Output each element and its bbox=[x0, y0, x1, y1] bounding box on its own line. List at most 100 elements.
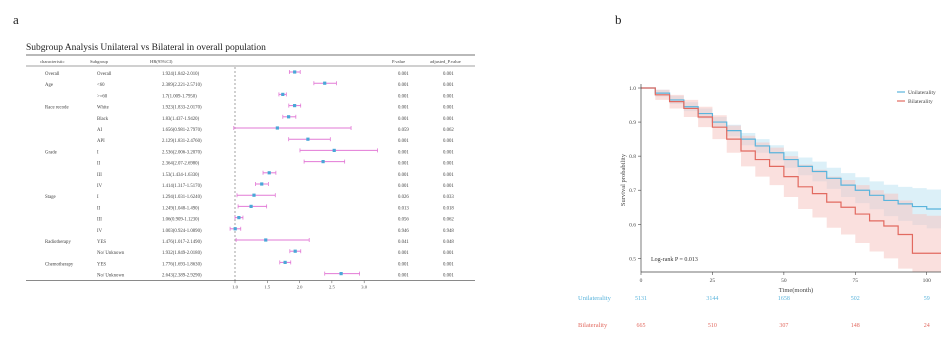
row-adj-pvalue: 0.018 bbox=[443, 206, 454, 211]
row-pvalue: 0.001 bbox=[398, 139, 409, 144]
row-subgroup: I bbox=[97, 150, 99, 155]
header-hr: HR(95%CI) bbox=[150, 59, 173, 64]
row-hr-text: 1.924(1.842-2.010) bbox=[162, 72, 200, 77]
panel-label-a: a bbox=[13, 12, 19, 27]
risk-count: 307 bbox=[779, 323, 788, 329]
hr-point bbox=[252, 193, 256, 197]
row-hr-text: 1.656(0.981-2.7970) bbox=[162, 128, 202, 133]
y-tick-label: 0.5 bbox=[629, 256, 636, 262]
row-hr-text: 1.414(1.317-1.5170) bbox=[162, 184, 202, 189]
risk-count: 1658 bbox=[778, 296, 790, 302]
forest-tick-label: 3.0 bbox=[361, 285, 367, 290]
x-axis-label: Time(month) bbox=[779, 287, 813, 294]
row-subgroup: No/ Unknown bbox=[97, 274, 125, 279]
row-adj-pvalue: 0.948 bbox=[443, 229, 454, 234]
row-pvalue: 0.026 bbox=[398, 195, 409, 200]
row-hr-text: 1.476(1.017-2.1490) bbox=[162, 240, 202, 245]
hr-point bbox=[293, 104, 297, 108]
ci-band-bilaterality bbox=[641, 88, 941, 272]
row-hr-text: 1.06(0.909-1.1230) bbox=[162, 218, 200, 223]
x-tick-label: 50 bbox=[781, 278, 787, 284]
row-pvalue: 0.001 bbox=[398, 94, 409, 99]
row-hr-text: 1.923(1.833-2.0170) bbox=[162, 106, 202, 111]
x-tick-label: 75 bbox=[853, 278, 859, 284]
row-subgroup: III bbox=[97, 218, 102, 223]
hr-point bbox=[287, 115, 291, 119]
row-subgroup: White bbox=[97, 106, 109, 111]
legend-label-bilaterality: Bilaterality bbox=[908, 99, 933, 105]
forest-tick-label: 2.0 bbox=[297, 285, 303, 290]
hr-point bbox=[293, 70, 297, 74]
row-adj-pvalue: 0.062 bbox=[443, 218, 454, 223]
y-tick-label: 0.8 bbox=[629, 154, 636, 160]
hr-point bbox=[339, 272, 343, 276]
row-characteristic: Chemotherapy bbox=[45, 262, 74, 267]
risk-count: 148 bbox=[851, 323, 860, 329]
panel-label-b: b bbox=[615, 12, 622, 27]
row-adj-pvalue: 0.001 bbox=[443, 106, 454, 111]
risk-count: 59 bbox=[924, 296, 930, 302]
row-subgroup: >=60 bbox=[97, 94, 108, 99]
row-subgroup: <60 bbox=[97, 83, 105, 88]
row-subgroup: Overall bbox=[97, 72, 112, 77]
row-adj-pvalue: 0.001 bbox=[443, 162, 454, 167]
hr-point bbox=[293, 249, 297, 253]
risk-count: 502 bbox=[851, 296, 860, 302]
row-adj-pvalue: 0.001 bbox=[443, 117, 454, 122]
forest-plot: Subgroup Analysis Unilateral vs Bilatera… bbox=[26, 43, 475, 290]
hr-point bbox=[267, 171, 271, 175]
row-pvalue: 0.001 bbox=[398, 150, 409, 155]
row-hr-text: 1.83(1.437-1.9420) bbox=[162, 117, 200, 122]
x-tick-label: 25 bbox=[710, 278, 716, 284]
row-hr-text: 2.129(1.831-2.4760) bbox=[162, 139, 202, 144]
y-tick-label: 0.7 bbox=[629, 188, 636, 194]
row-hr-text: 1.932(1.849-2.0180) bbox=[162, 251, 202, 256]
hr-point bbox=[332, 148, 336, 152]
row-subgroup: IV bbox=[97, 229, 103, 234]
hr-point bbox=[321, 160, 325, 164]
header-pvalue: P.value bbox=[392, 59, 405, 64]
row-adj-pvalue: 0.033 bbox=[443, 195, 454, 200]
row-adj-pvalue: 0.001 bbox=[443, 94, 454, 99]
row-adj-pvalue: 0.062 bbox=[443, 128, 454, 133]
row-adj-pvalue: 0.001 bbox=[443, 173, 454, 178]
row-subgroup: Black bbox=[97, 117, 109, 122]
hr-point bbox=[264, 238, 268, 242]
logrank-annotation: Log-rank P = 0.013 bbox=[651, 257, 698, 263]
hr-point bbox=[233, 227, 237, 231]
risk-count: 5131 bbox=[635, 296, 647, 302]
row-characteristic: Stage bbox=[45, 195, 56, 200]
risk-count: 665 bbox=[637, 323, 646, 329]
hr-point bbox=[275, 126, 279, 130]
row-pvalue: 0.001 bbox=[398, 117, 409, 122]
row-hr-text: 1.249(1.048-1.490) bbox=[162, 206, 200, 211]
row-subgroup: API bbox=[97, 139, 105, 144]
legend-label-unilaterality: Unilaterality bbox=[908, 90, 936, 96]
y-tick-label: 0.6 bbox=[629, 222, 636, 228]
row-subgroup: AI bbox=[97, 128, 102, 133]
risk-count: 3144 bbox=[706, 296, 718, 302]
row-hr-text: 2.389(2.221-2.5710) bbox=[162, 83, 202, 88]
hr-point bbox=[249, 204, 253, 208]
hr-point bbox=[323, 81, 327, 85]
y-tick-label: 0.9 bbox=[629, 120, 636, 126]
row-pvalue: 0.001 bbox=[398, 72, 409, 77]
km-plot: 0.5 0.6 0.7 0.8 0.9 1.0 0 25 50 75 100 Time(month) S… bbox=[578, 84, 941, 329]
forest-tick-label: 1.0 bbox=[232, 285, 238, 290]
row-pvalue: 0.001 bbox=[398, 83, 409, 88]
row-subgroup: I bbox=[97, 195, 99, 200]
row-characteristic: Radiotherapy bbox=[45, 240, 71, 245]
row-pvalue: 0.946 bbox=[398, 229, 409, 234]
risk-row-label: Unilaterality bbox=[578, 295, 612, 302]
hr-point bbox=[281, 92, 285, 96]
row-hr-text: 2.536(2.006-3.2070) bbox=[162, 150, 202, 155]
header-subgroup: Subgroup bbox=[90, 59, 109, 64]
row-adj-pvalue: 0.001 bbox=[443, 251, 454, 256]
hr-point bbox=[306, 137, 310, 141]
row-pvalue: 0.056 bbox=[398, 218, 409, 223]
row-subgroup: II bbox=[97, 206, 101, 211]
row-hr-text: 2.364(2.07-2.6980) bbox=[162, 162, 200, 167]
x-tick-label: 0 bbox=[640, 278, 643, 284]
row-pvalue: 0.041 bbox=[398, 240, 409, 245]
